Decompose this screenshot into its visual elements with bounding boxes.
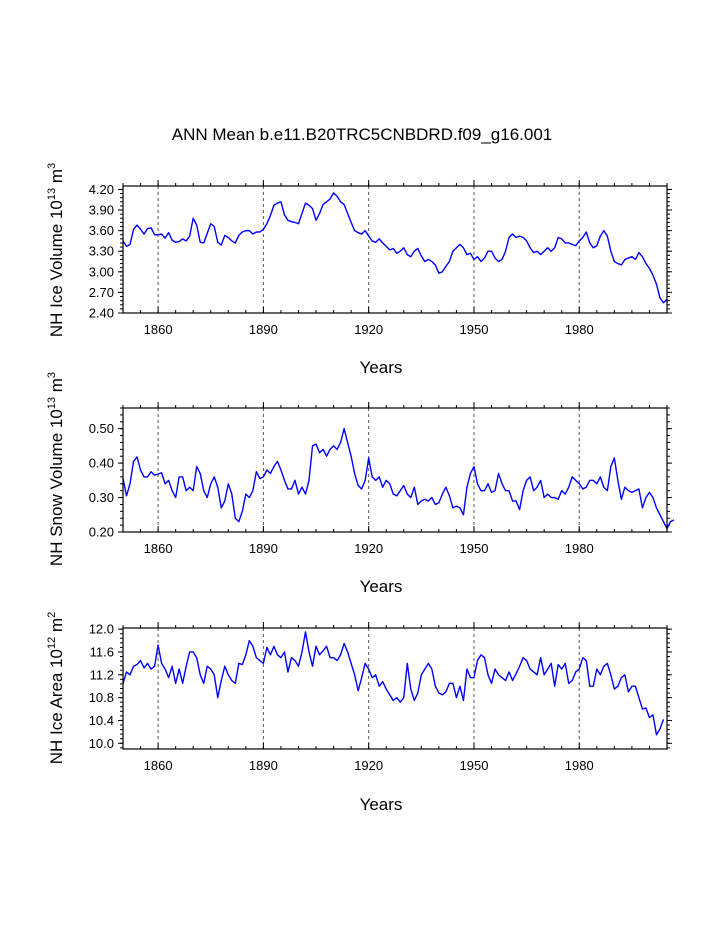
- x-tick-label: 1980: [565, 322, 594, 337]
- plot-frame: [122, 627, 668, 750]
- y-tick-label: 2.40: [89, 306, 114, 321]
- series-line: [122, 427, 675, 530]
- y-axis-label: NH Ice Volume 1013 m3: [46, 163, 66, 337]
- x-tick-label: 1950: [460, 541, 489, 556]
- x-tick-label: 1890: [249, 541, 278, 556]
- y-tick-label: 3.60: [89, 223, 114, 238]
- x-tick-label: 1950: [460, 322, 489, 337]
- series-line: [122, 631, 665, 736]
- y-tick-label: 3.30: [89, 244, 114, 259]
- y-tick-label: 2.70: [89, 285, 114, 300]
- y-tick-label: 0.50: [89, 421, 114, 436]
- x-tick-label: 1980: [565, 758, 594, 773]
- x-tick-label: 1860: [144, 541, 173, 556]
- x-tick-label: 1950: [460, 758, 489, 773]
- x-axis-label: Years: [360, 577, 403, 596]
- y-tick-label: 10.4: [89, 713, 114, 728]
- panel-nh-snow-volume: Years NH Snow Volume 1013 m3 1860 1890 192…: [46, 372, 675, 596]
- panel-nh-ice-volume: Years NH Ice Volume 1013 m3 1860 1890 1920…: [46, 163, 672, 377]
- plot-frame: [122, 185, 668, 314]
- y-tick-label: 0.20: [89, 525, 114, 540]
- panel-nh-ice-area: Years NH Ice Area 1012 m2 1860 1890 1920 19…: [46, 612, 672, 814]
- x-tick-label: 1980: [565, 541, 594, 556]
- figure-title: ANN Mean b.e11.B20TRC5CNBDRD.f09_g16.001: [172, 125, 553, 144]
- y-tick-label: 0.30: [89, 490, 114, 505]
- y-tick-label: 10.0: [89, 736, 114, 751]
- x-tick-label: 1920: [354, 322, 383, 337]
- y-tick-label: 0.40: [89, 456, 114, 471]
- y-tick-label: 11.6: [90, 644, 114, 659]
- x-axis-label: Years: [360, 358, 403, 377]
- x-tick-label: 1920: [354, 541, 383, 556]
- y-axis-label: NH Snow Volume 1013 m3: [46, 372, 66, 566]
- x-tick-label: 1860: [144, 758, 173, 773]
- y-tick-label: 4.20: [89, 182, 114, 197]
- x-tick-label: 1920: [354, 758, 383, 773]
- y-tick-label: 3.00: [89, 264, 114, 279]
- x-tick-label: 1860: [144, 322, 173, 337]
- series-line: [122, 192, 668, 304]
- y-tick-label: 11.2: [90, 667, 114, 682]
- x-tick-label: 1890: [249, 758, 278, 773]
- y-axis-label: NH Ice Area 1012 m2: [46, 612, 66, 765]
- y-tick-label: 12.0: [89, 622, 114, 637]
- x-axis-label: Years: [360, 795, 403, 814]
- plot-frame: [122, 407, 668, 533]
- y-tick-label: 10.8: [89, 690, 114, 705]
- x-tick-label: 1890: [249, 322, 278, 337]
- y-tick-label: 3.90: [89, 203, 114, 218]
